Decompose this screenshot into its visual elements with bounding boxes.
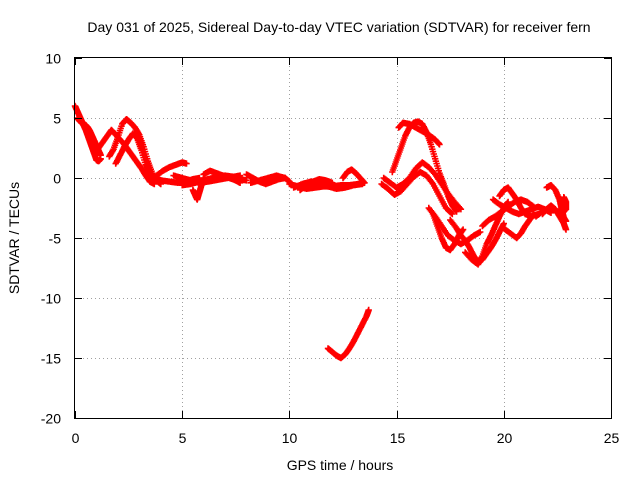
series-arc-16 <box>296 176 336 194</box>
x-tick-label: 5 <box>179 430 187 446</box>
data-point-markers <box>324 306 372 362</box>
y-axis-label: SDTVAR / TECUs <box>6 182 22 294</box>
series-arc-33 <box>532 194 570 220</box>
series-arc-13 <box>247 172 293 186</box>
x-tick-label: 15 <box>390 430 406 446</box>
y-tick-label: 0 <box>53 171 61 187</box>
data-point-markers <box>395 119 443 148</box>
y-tick-label: -20 <box>41 411 61 427</box>
series-arc-18 <box>324 306 372 362</box>
series-arc-17 <box>339 166 368 186</box>
y-tick-label: 5 <box>53 111 61 127</box>
series-arc-19 <box>378 168 456 218</box>
series-arc-22 <box>395 119 443 148</box>
x-tick-label: 10 <box>282 430 298 446</box>
data-point-markers <box>378 168 456 218</box>
data-point-markers <box>339 166 368 186</box>
y-tick-label: 10 <box>45 51 61 67</box>
grid-lines <box>75 58 611 418</box>
data-marks <box>71 102 570 362</box>
data-point-markers <box>500 210 537 242</box>
series-arc-30 <box>500 210 537 242</box>
data-point-markers <box>200 167 244 186</box>
series-arc-11 <box>200 167 244 186</box>
y-tick-label: -10 <box>41 291 61 307</box>
chart-title: Day 031 of 2025, Sidereal Day-to-day VTE… <box>87 19 590 35</box>
x-tick-label: 25 <box>604 430 620 446</box>
x-tick-label: 0 <box>72 430 80 446</box>
plot-frame <box>74 57 612 419</box>
data-point-markers <box>296 176 336 194</box>
axis-ticks: 0 5 10 15 20 25 -20 -15 -10 -5 0 5 10 <box>41 51 620 447</box>
y-tick-label: -5 <box>49 231 62 247</box>
series-arc-10 <box>189 174 207 203</box>
x-axis-label: GPS time / hours <box>287 457 394 473</box>
x-tick-label: 20 <box>497 430 513 446</box>
data-point-markers <box>532 194 570 220</box>
data-point-markers <box>189 174 207 203</box>
y-tick-label: -15 <box>41 351 61 367</box>
data-point-markers <box>247 172 293 186</box>
